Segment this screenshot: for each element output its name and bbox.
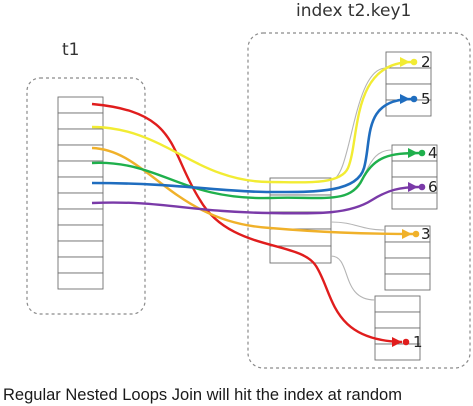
- leaf-row: [384, 273, 431, 291]
- t1-row: [57, 128, 104, 146]
- index-leaf-3: [384, 225, 431, 291]
- leaf-row: [374, 295, 421, 313]
- tree-link: [330, 255, 376, 301]
- leaf-key-label: 2: [421, 53, 431, 71]
- path-endpoints: [392, 57, 426, 347]
- lookup-paths: [91, 60, 421, 344]
- t1-row: [57, 256, 104, 274]
- leaf-key-label: 6: [428, 178, 438, 196]
- arrowhead-blue: [400, 94, 410, 104]
- leaf-row: [391, 160, 438, 178]
- t1-label: t1: [62, 40, 79, 60]
- tree-link: [330, 221, 386, 231]
- leaf-key-label: 5: [421, 90, 431, 108]
- arrowhead-orange: [402, 229, 412, 239]
- lookup-path-red: [91, 102, 403, 344]
- t1-row: [57, 224, 104, 242]
- arrowhead-purple: [408, 182, 418, 192]
- lookup-path-purple: [91, 185, 421, 215]
- arrowhead-red: [392, 337, 402, 347]
- t1-group: [26, 77, 146, 315]
- t1-table: [57, 96, 104, 290]
- index-root-row: [269, 211, 332, 230]
- leaf-row: [384, 241, 431, 259]
- lookup-path-yellow: [91, 60, 413, 184]
- index-label: index t2.key1: [296, 1, 411, 21]
- lookup-path-orange: [91, 146, 415, 236]
- leaf-row: [374, 311, 421, 329]
- endpoint-dot-green: [418, 149, 426, 157]
- lookup-path-green: [91, 151, 421, 200]
- caption: Regular Nested Loops Join will hit the i…: [3, 386, 402, 404]
- t1-row: [57, 240, 104, 258]
- leaf-key-label: 3: [421, 225, 431, 243]
- index-group: [247, 32, 471, 369]
- leaf-row: [384, 257, 431, 275]
- endpoint-dot-purple: [418, 183, 426, 191]
- t1-row: [57, 272, 104, 290]
- tree-link: [330, 67, 387, 181]
- endpoint-dot-blue: [410, 95, 418, 103]
- endpoint-dot-orange: [412, 230, 420, 238]
- endpoint-dot-yellow: [410, 58, 418, 66]
- watermark: 掘金技术社区 @ 青石路: [280, 374, 429, 390]
- leaf-key-label: 1: [413, 333, 423, 351]
- t1-row: [57, 192, 104, 210]
- t1-row: [57, 176, 104, 194]
- lookup-path-blue: [91, 97, 413, 194]
- leaf-key-label: 4: [428, 144, 438, 162]
- t1-row: [57, 208, 104, 226]
- endpoint-dot-red: [402, 338, 410, 346]
- arrowhead-green: [408, 148, 418, 158]
- leaf-row: [391, 192, 438, 210]
- arrowhead-yellow: [400, 57, 410, 67]
